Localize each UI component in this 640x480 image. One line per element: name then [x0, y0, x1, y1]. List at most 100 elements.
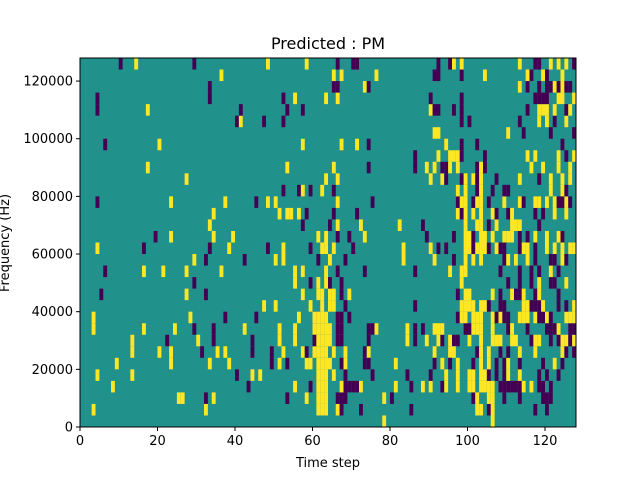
x-axis-ticks: 0 20 40 60 80 100 120 [76, 427, 557, 449]
heatmap-cell [556, 161, 561, 174]
heatmap-cell [320, 369, 325, 381]
heatmap-cell [316, 403, 321, 416]
heatmap-cell [304, 392, 309, 404]
heatmap-cell [316, 311, 321, 324]
heatmap-cell [494, 311, 499, 324]
heatmap-cell [545, 92, 549, 105]
heatmap-cell [572, 127, 577, 139]
heatmap-cell [483, 69, 487, 82]
heatmap-cell [281, 254, 286, 266]
heatmap-cell [405, 334, 410, 347]
heatmap-cell [494, 207, 499, 220]
heatmap-cell [211, 230, 216, 243]
heatmap-cell [432, 69, 437, 82]
heatmap-cell [560, 254, 565, 266]
heatmap-cell [533, 92, 538, 105]
heatmap-cell [335, 311, 340, 324]
heatmap-cell [324, 334, 329, 347]
heatmap-cell [200, 346, 205, 358]
heatmap-cell [471, 357, 476, 370]
heatmap-cell [498, 311, 503, 324]
heatmap-cell [320, 311, 325, 324]
heatmap-cell [304, 58, 309, 70]
heatmap-cell [428, 380, 433, 393]
heatmap-cell [525, 254, 530, 266]
heatmap-cell [401, 242, 406, 255]
heatmap-cell [207, 219, 212, 231]
heatmap-cell [537, 265, 542, 278]
heatmap-cell [444, 138, 449, 151]
heatmap-cell [483, 161, 487, 174]
heatmap-cell [529, 161, 534, 174]
heatmap-cell [548, 173, 553, 185]
heatmap-cell [552, 277, 557, 289]
heatmap-cell [459, 277, 464, 289]
heatmap-cell [339, 277, 344, 289]
heatmap-cell [320, 288, 325, 301]
heatmap-cell [444, 173, 449, 185]
heatmap-cell [537, 380, 542, 393]
heatmap-cell [502, 369, 507, 381]
heatmap-cell [324, 323, 329, 335]
heatmap-cell [366, 357, 371, 370]
heatmap-cell [339, 380, 344, 393]
x-tick-label: 40 [227, 434, 244, 449]
heatmap-cell [541, 392, 546, 404]
heatmap-cell [300, 265, 305, 278]
heatmap-cell [521, 242, 526, 255]
heatmap-cell [486, 242, 491, 255]
heatmap-cell [452, 230, 456, 243]
heatmap-cell [502, 380, 507, 393]
heatmap-cell [324, 277, 329, 289]
heatmap-cell [506, 311, 511, 324]
heatmap-cell [537, 369, 542, 381]
y-tick-label: 100000 [23, 132, 73, 147]
heatmap-cell [514, 219, 518, 231]
heatmap-cell [459, 311, 464, 324]
heatmap-cell [486, 369, 491, 381]
heatmap-cell [548, 334, 553, 347]
heatmap-cell [339, 357, 344, 370]
heatmap-cell [211, 323, 216, 335]
heatmap-cell [467, 242, 472, 255]
heatmap-cell [506, 369, 511, 381]
heatmap-cell [545, 81, 549, 93]
heatmap-cell [161, 265, 166, 278]
heatmap-cell [130, 346, 135, 358]
heatmap-cell [335, 323, 340, 335]
heatmap-cell [413, 334, 418, 347]
heatmap-cell [231, 230, 236, 243]
heatmap-cell [169, 196, 174, 208]
heatmap-cell [498, 300, 503, 312]
heatmap-cell [467, 369, 472, 381]
heatmap-cell [262, 115, 267, 128]
heatmap-cell [564, 150, 569, 162]
heatmap-cell [537, 58, 542, 70]
heatmap-cell [246, 380, 251, 393]
heatmap-cell [533, 207, 538, 220]
heatmap-cell [343, 346, 348, 358]
heatmap-cell [556, 300, 561, 312]
heatmap-cell [316, 346, 321, 358]
heatmap-cell [339, 138, 344, 151]
heatmap-cell [424, 230, 429, 243]
heatmap-cell [463, 254, 468, 266]
heatmap-cell [293, 380, 298, 393]
heatmap-cell [250, 346, 255, 358]
heatmap-cell [293, 323, 298, 335]
heatmap-cell [316, 254, 321, 266]
y-tick-label: 120000 [23, 75, 73, 90]
heatmap-cell [548, 81, 553, 93]
heatmap-cell [452, 58, 456, 70]
heatmap-cell [545, 69, 549, 82]
heatmap-cell [393, 357, 398, 370]
heatmap-cell [366, 138, 371, 151]
heatmap-cell [184, 288, 189, 301]
heatmap-cell [452, 254, 456, 266]
heatmap-cell [448, 334, 453, 347]
heatmap-cell [486, 380, 491, 393]
heatmap-cell [537, 104, 542, 116]
heatmap-cell [339, 69, 344, 82]
heatmap-cell [103, 265, 108, 278]
heatmap-cell [351, 380, 356, 393]
